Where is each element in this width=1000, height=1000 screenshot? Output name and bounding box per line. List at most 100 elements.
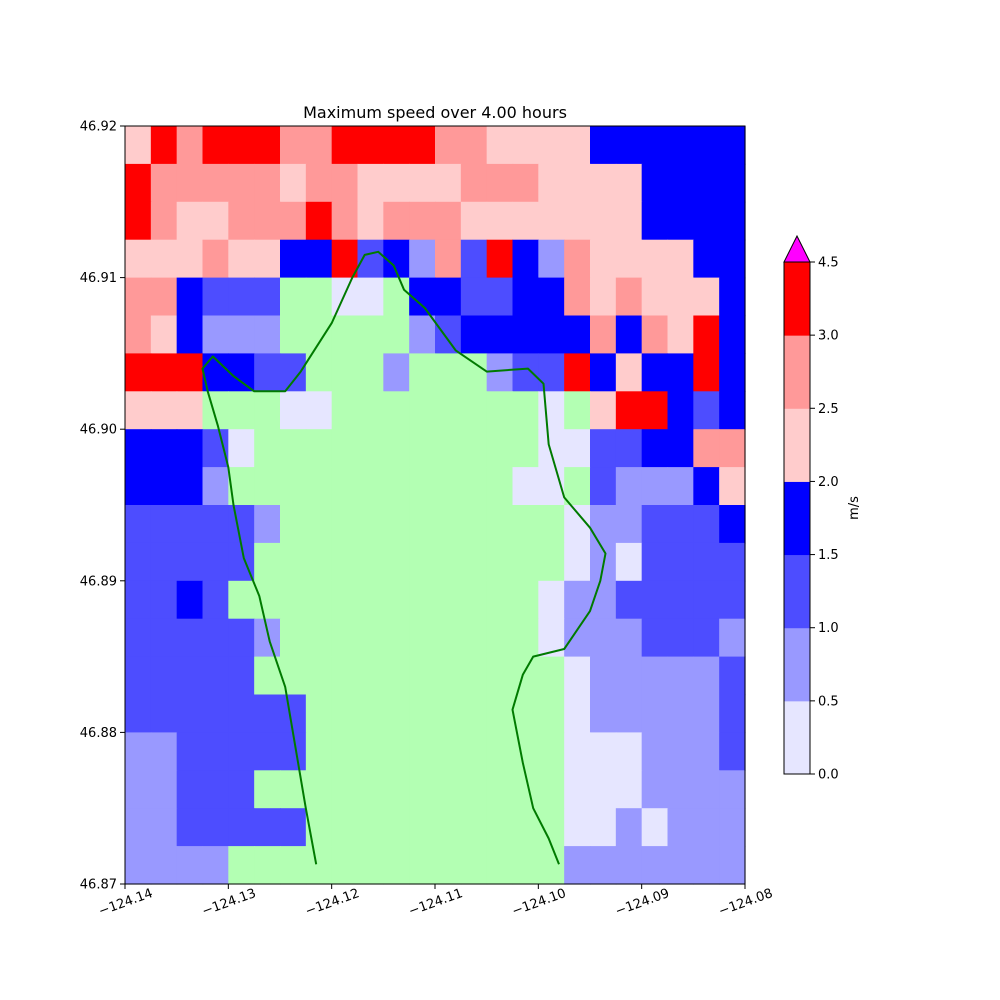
heatmap-cell: [641, 467, 669, 506]
heatmap-cell: [693, 315, 720, 354]
heatmap-cell: [693, 163, 720, 203]
heatmap-cell: [150, 429, 178, 468]
heatmap-cell: [383, 277, 410, 317]
heatmap-cell: [435, 694, 462, 733]
heatmap-cell: [409, 770, 436, 809]
heatmap-cell: [615, 239, 643, 279]
heatmap-cell: [202, 126, 229, 165]
heatmap-cell: [435, 618, 462, 658]
heatmap-cell: [590, 732, 617, 771]
heatmap-cell: [564, 770, 591, 809]
heatmap-cell: [383, 163, 410, 203]
heatmap-cell: [331, 201, 359, 241]
heatmap-cell: [641, 542, 669, 582]
heatmap-cell: [667, 694, 694, 733]
heatmap-cell: [280, 429, 307, 468]
heatmap-cell: [125, 732, 152, 771]
y-tick-label: 46.91: [80, 271, 117, 286]
heatmap-cell: [590, 277, 617, 317]
heatmap-cell: [202, 277, 229, 317]
chart-title: Maximum speed over 4.00 hours: [303, 103, 567, 122]
y-tick-label: 46.87: [80, 878, 117, 893]
heatmap-cell: [667, 505, 694, 544]
heatmap-cell: [512, 353, 539, 392]
heatmap-cell: [460, 126, 488, 165]
heatmap-cell: [331, 467, 359, 506]
heatmap-cell: [150, 618, 178, 658]
heatmap-cell: [176, 429, 204, 468]
heatmap-cell: [280, 656, 307, 696]
heatmap-cell: [486, 353, 514, 392]
heatmap-cell: [409, 505, 436, 544]
heatmap-cell: [280, 580, 307, 620]
coastline: [201, 250, 607, 865]
heatmap-cell: [202, 163, 229, 203]
heatmap-cell: [512, 732, 539, 771]
heatmap-cell: [486, 277, 514, 317]
heatmap-cell: [331, 580, 359, 620]
heatmap-cell: [254, 353, 281, 392]
heatmap-cell: [383, 846, 410, 885]
heatmap-cell: [590, 618, 617, 658]
heatmap-cell: [512, 808, 539, 847]
heatmap-cell: [590, 315, 617, 354]
heatmap-cell: [564, 201, 591, 241]
heatmap-cell: [719, 808, 746, 847]
heatmap-cell: [357, 126, 384, 165]
heatmap-cell: [409, 656, 436, 696]
heatmap-cell: [719, 505, 746, 544]
heatmap-cell: [331, 542, 359, 582]
heatmap-cell: [460, 201, 488, 241]
coastline-line: [201, 250, 607, 865]
heatmap-cell: [693, 618, 720, 658]
heatmap-cell: [564, 808, 591, 847]
heatmap-cell: [435, 846, 462, 885]
heatmap-cell: [150, 126, 178, 165]
heatmap-cell: [125, 542, 152, 582]
heatmap-cell: [202, 770, 229, 809]
heatmap-cell: [228, 732, 255, 771]
heatmap-cell: [641, 201, 669, 241]
heatmap-cell: [590, 391, 617, 430]
heatmap-cell: [538, 694, 565, 733]
heatmap-cell: [615, 542, 643, 582]
heatmap-cell: [331, 505, 359, 544]
heatmap-cell: [538, 580, 565, 620]
heatmap-cell: [383, 126, 410, 165]
heatmap-cell: [512, 239, 539, 279]
heatmap-cell: [383, 580, 410, 620]
heatmap-cell: [693, 126, 720, 165]
heatmap-cell: [305, 239, 333, 279]
heatmap-cell: [512, 126, 539, 165]
heatmap-cell: [305, 126, 333, 165]
heatmap-cell: [512, 467, 539, 506]
heatmap-cell: [590, 201, 617, 241]
heatmap-cell: [719, 770, 746, 809]
heatmap-cell: [228, 277, 255, 317]
heatmap-cell: [460, 429, 488, 468]
heatmap-cell: [125, 391, 152, 430]
heatmap-cell: [409, 239, 436, 279]
heatmap-cell: [357, 201, 384, 241]
heatmap-cell: [254, 732, 281, 771]
heatmap-cell: [305, 694, 333, 733]
heatmap-cell: [486, 618, 514, 658]
x-tick-label: −124.11: [407, 886, 465, 919]
heatmap-cell: [719, 277, 746, 317]
heatmap-cell: [564, 656, 591, 696]
colorbar-segment: [784, 554, 810, 629]
heatmap-cell: [667, 163, 694, 203]
heatmap-cell: [228, 694, 255, 733]
heatmap-cell: [254, 467, 281, 506]
heatmap-cell: [254, 201, 281, 241]
heatmap-cell: [409, 467, 436, 506]
heatmap-cell: [693, 770, 720, 809]
heatmap-cell: [150, 846, 178, 885]
y-tick-label: 46.89: [80, 574, 117, 589]
heatmap-cell: [564, 277, 591, 317]
heatmap-cell: [202, 201, 229, 241]
heatmap-cell: [280, 808, 307, 847]
heatmap-cell: [538, 239, 565, 279]
colorbar-tick-label: 0.0: [818, 768, 839, 783]
heatmap-cell: [125, 580, 152, 620]
